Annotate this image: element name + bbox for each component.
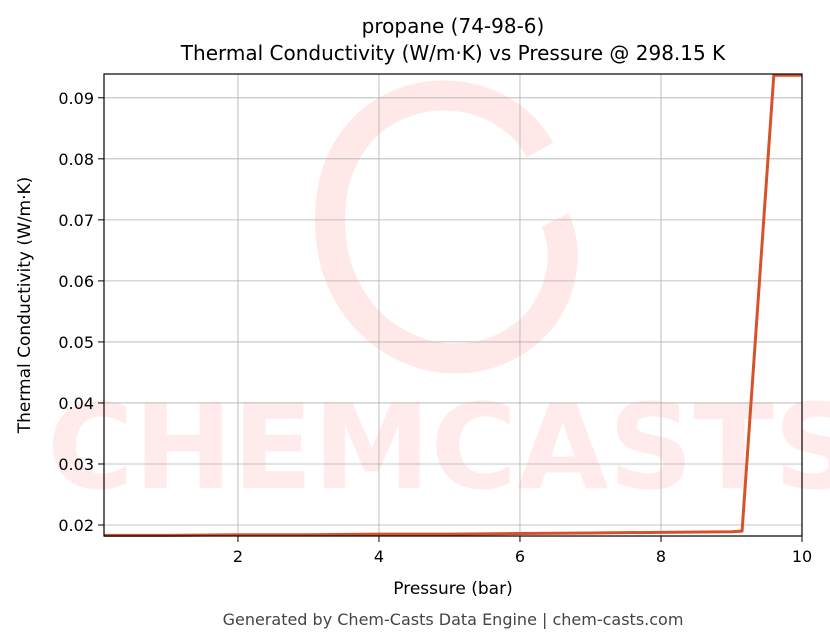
x-tick-label: 2	[233, 547, 243, 566]
chart-title: propane (74-98-6)	[362, 14, 545, 38]
x-tick-label: 10	[792, 547, 812, 566]
y-axis-label: Thermal Conductivity (W/m·K)	[15, 177, 35, 435]
watermark-logo	[314, 80, 578, 374]
x-tick-label: 4	[374, 547, 384, 566]
y-tick-label: 0.06	[58, 272, 94, 291]
y-tick-label: 0.02	[58, 516, 94, 535]
watermark: CHEMCASTS	[47, 378, 830, 516]
footer: Generated by Chem-Casts Data Engine | ch…	[223, 610, 684, 629]
x-tick-label: 6	[515, 547, 525, 566]
x-tick-label: 8	[656, 547, 666, 566]
y-tick-label: 0.03	[58, 455, 94, 474]
y-tick-label: 0.04	[58, 394, 94, 413]
y-tick-label: 0.05	[58, 333, 94, 352]
data-line	[104, 73, 802, 537]
y-tick-label: 0.08	[58, 150, 94, 169]
y-tick-label: 0.07	[58, 211, 94, 230]
x-axis-label: Pressure (bar)	[393, 579, 512, 599]
y-tick-label: 0.09	[58, 89, 94, 108]
plot-frame	[103, 73, 803, 537]
chart-subtitle: Thermal Conductivity (W/m·K) vs Pressure…	[180, 41, 726, 65]
